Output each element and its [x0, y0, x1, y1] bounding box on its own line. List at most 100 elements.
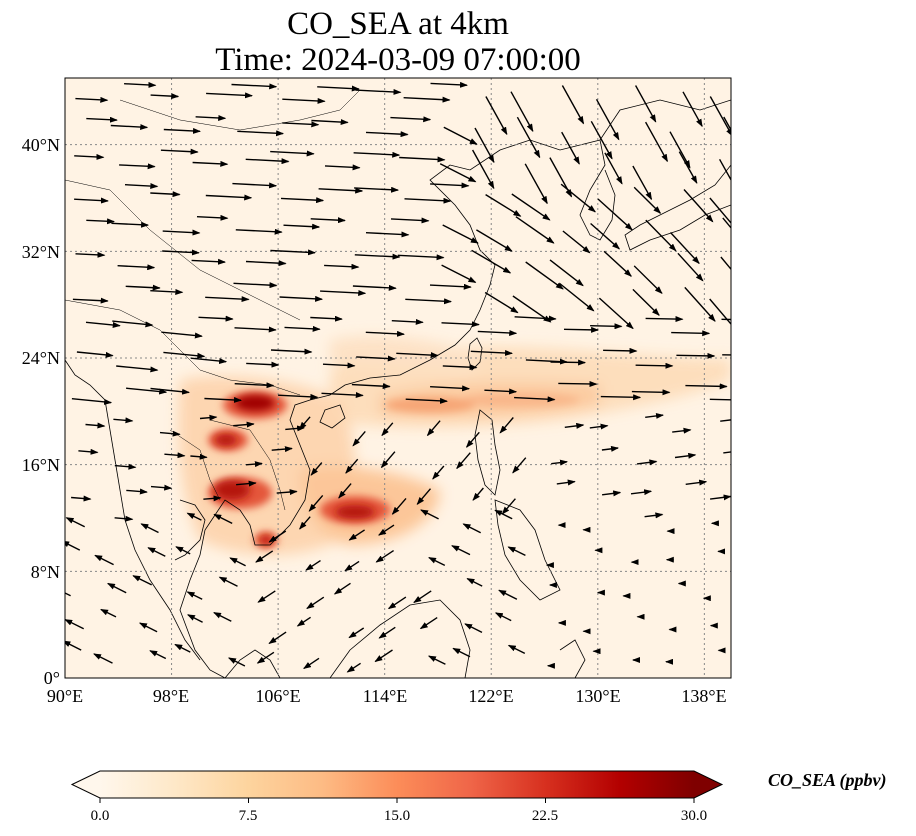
- colorbar: [70, 770, 724, 803]
- wind-arrow: [353, 151, 401, 158]
- wind-arrow: [456, 452, 471, 470]
- wind-arrow: [163, 351, 206, 359]
- wind-arrow: [245, 461, 263, 468]
- wind-arrow: [111, 221, 150, 228]
- wind-arrow: [600, 394, 642, 401]
- wind-arrow: [161, 331, 203, 339]
- wind-arrow: [722, 217, 731, 229]
- wind-arrow: [645, 316, 684, 323]
- wind-arrow: [196, 214, 229, 221]
- wind-arrow: [164, 452, 186, 459]
- wind-arrow: [218, 576, 238, 587]
- wind-arrow: [112, 320, 154, 328]
- wind-arrow: [352, 430, 366, 447]
- wind-arrow: [378, 626, 396, 639]
- wind-arrow: [126, 387, 168, 395]
- coast-hainan: [319, 404, 346, 429]
- coast-myanmar: [65, 359, 201, 661]
- wind-arrow: [198, 315, 234, 322]
- wind-arrow: [159, 430, 181, 437]
- wind-arrow: [100, 608, 117, 618]
- wind-arrow: [390, 116, 432, 123]
- wind-arrow: [550, 359, 587, 366]
- wind-arrow: [65, 592, 71, 597]
- wind-arrow: [524, 163, 548, 205]
- wind-arrow: [229, 557, 246, 567]
- wind-arrow: [374, 649, 393, 663]
- wind-arrow: [190, 453, 208, 460]
- wind-arrow: [352, 284, 397, 291]
- wind-arrow: [413, 590, 432, 603]
- wind-arrow: [603, 347, 638, 354]
- hotspot-scs-core: [335, 505, 375, 519]
- wind-arrow: [78, 448, 99, 455]
- wind-arrow: [499, 417, 514, 434]
- wind-arrow: [119, 163, 156, 170]
- wind-arrow: [709, 96, 731, 137]
- wind-arrow: [310, 462, 323, 476]
- map-frame: [64, 77, 732, 679]
- wind-arrow: [381, 422, 394, 437]
- coastlines: [65, 89, 731, 678]
- wind-arrow: [632, 288, 660, 316]
- wind-arrow: [93, 653, 113, 664]
- wind-arrow: [150, 484, 173, 491]
- colorbar-tick-30: 30.0: [680, 808, 708, 824]
- wind-arrow: [306, 596, 325, 609]
- wind-arrow: [71, 495, 92, 502]
- wind-arrow: [204, 396, 242, 403]
- wind-arrow: [116, 365, 159, 373]
- wind-arrow: [348, 529, 365, 541]
- wind-arrow: [338, 483, 352, 499]
- wind-arrow: [279, 295, 324, 302]
- wind-arrow: [564, 422, 585, 429]
- x-tick-122e: 122°E: [468, 686, 514, 706]
- y-tick-16n: 16°N: [21, 455, 60, 475]
- wind-arrow: [471, 249, 512, 274]
- wind-arrow: [85, 422, 106, 429]
- x-tick-138e: 138°E: [681, 686, 727, 706]
- wind-arrow: [199, 414, 218, 421]
- wind-arrow: [441, 321, 480, 328]
- wind-arrow: [597, 198, 633, 231]
- wind-arrow: [71, 398, 113, 405]
- wind-arrow: [163, 127, 201, 134]
- x-tick-114e: 114°E: [362, 686, 408, 706]
- wind-arrow: [378, 524, 395, 536]
- wind-arrow: [645, 412, 664, 419]
- y-tick-32n: 32°N: [21, 242, 60, 262]
- wind-arrow: [205, 296, 250, 303]
- wind-arrow: [598, 297, 634, 330]
- wind-arrow: [677, 252, 704, 282]
- wind-arrow: [321, 392, 364, 399]
- wind-arrow: [124, 183, 159, 190]
- wind-arrow: [507, 546, 526, 557]
- wind-arrow: [375, 550, 394, 563]
- wind-arrow: [399, 156, 446, 163]
- wind-arrow: [722, 354, 731, 356]
- wind-arrow: [305, 560, 321, 571]
- wind-arrow: [355, 88, 402, 95]
- wind-arrow: [429, 283, 472, 290]
- wind-arrow: [472, 487, 484, 501]
- wind-arrow: [125, 284, 161, 291]
- wind-arrow: [139, 622, 158, 633]
- coast-sumatra-malaysia: [224, 649, 281, 678]
- wind-arrow: [298, 416, 311, 430]
- wind-arrow: [471, 149, 495, 190]
- wind-arrow: [391, 497, 407, 515]
- wind-arrow: [231, 83, 278, 90]
- wind-arrow: [633, 265, 663, 295]
- wind-arrow: [420, 509, 439, 520]
- wind-arrow: [245, 158, 290, 165]
- y-tick-0: 0°: [43, 668, 60, 688]
- wind-arrow: [451, 545, 471, 556]
- wind-arrow: [684, 286, 716, 322]
- wind-arrow: [559, 282, 595, 312]
- wind-arrow: [107, 582, 127, 594]
- colorbar-gradient: [100, 771, 694, 798]
- wind-arrow: [317, 85, 360, 92]
- wind-arrow: [589, 423, 609, 430]
- wind-arrow: [299, 516, 311, 530]
